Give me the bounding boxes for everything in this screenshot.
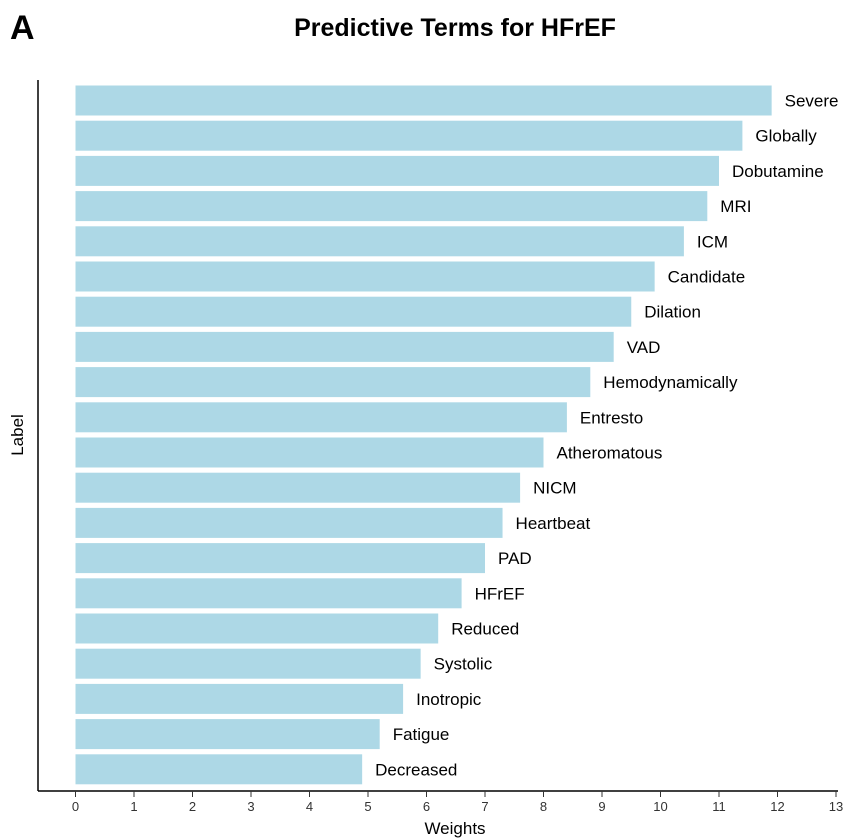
- bar-label-vad: VAD: [627, 338, 661, 357]
- bar-hfref: [75, 578, 462, 609]
- bar-label-dobutamine: Dobutamine: [732, 162, 824, 181]
- bar-label-inotropic: Inotropic: [416, 690, 482, 709]
- bar-fatigue: [75, 719, 380, 750]
- bar-label-hfref: HFrEF: [475, 584, 525, 603]
- x-tick-label: 7: [481, 799, 488, 814]
- x-tick-label: 11: [712, 799, 726, 814]
- bar-atheromatous: [75, 437, 544, 468]
- x-tick-label: 13: [829, 799, 843, 814]
- bar-label-severe: Severe: [785, 92, 839, 111]
- bar-nicm: [75, 472, 521, 503]
- bar-severe: [75, 85, 772, 116]
- bar-label-pad: PAD: [498, 549, 532, 568]
- chart-title: Predictive Terms for HFrEF: [294, 14, 616, 42]
- bar-label-systolic: Systolic: [434, 655, 493, 674]
- bar-label-fatigue: Fatigue: [393, 725, 450, 744]
- bar-inotropic: [75, 683, 404, 714]
- x-tick-label: 3: [247, 799, 254, 814]
- x-tick-label: 9: [598, 799, 605, 814]
- bar-reduced: [75, 613, 439, 644]
- x-tick-label: 0: [72, 799, 79, 814]
- x-tick-label: 10: [653, 799, 667, 814]
- bar-pad: [75, 543, 485, 574]
- bar-label-heartbeat: Heartbeat: [516, 514, 591, 533]
- bar-hemodynamically: [75, 367, 591, 398]
- x-tick-label: 1: [130, 799, 137, 814]
- bar-label-reduced: Reduced: [451, 620, 519, 639]
- bar-dobutamine: [75, 155, 719, 186]
- bar-label-decreased: Decreased: [375, 760, 457, 779]
- x-axis-ticks: 0 1 2 3 4 5 6 7 8 9 10 11 12 13: [72, 791, 843, 814]
- bar-label-candidate: Candidate: [668, 268, 746, 287]
- bars-group: [75, 85, 772, 785]
- x-tick-label: 12: [770, 799, 784, 814]
- x-tick-label: 4: [306, 799, 313, 814]
- bar-heartbeat: [75, 507, 503, 538]
- panel-letter: A: [10, 9, 35, 47]
- x-tick-label: 5: [364, 799, 371, 814]
- bar-label-entresto: Entresto: [580, 408, 643, 427]
- bar-label-icm: ICM: [697, 232, 728, 251]
- bar-globally: [75, 120, 743, 151]
- bar-systolic: [75, 648, 421, 679]
- bar-label-globally: Globally: [755, 127, 817, 146]
- x-tick-label: 6: [423, 799, 430, 814]
- y-axis-title: Label: [8, 414, 27, 456]
- bar-label-dilation: Dilation: [644, 303, 701, 322]
- x-tick-label: 8: [540, 799, 547, 814]
- x-axis-title: Weights: [424, 819, 485, 838]
- bar-label-nicm: NICM: [533, 479, 576, 498]
- bar-mri: [75, 191, 708, 222]
- bar-label-hemodynamically: Hemodynamically: [603, 373, 738, 392]
- bar-entresto: [75, 402, 567, 433]
- x-tick-label: 2: [189, 799, 196, 814]
- bar-label-mri: MRI: [720, 197, 751, 216]
- bar-vad: [75, 331, 614, 362]
- bar-label-atheromatous: Atheromatous: [557, 444, 663, 463]
- bar-labels-group: Severe Globally Dobutamine MRI ICM Candidate D…: [375, 92, 838, 780]
- bar-dilation: [75, 296, 632, 327]
- bar-candidate: [75, 261, 655, 292]
- bar-decreased: [75, 754, 363, 785]
- bar-icm: [75, 226, 684, 257]
